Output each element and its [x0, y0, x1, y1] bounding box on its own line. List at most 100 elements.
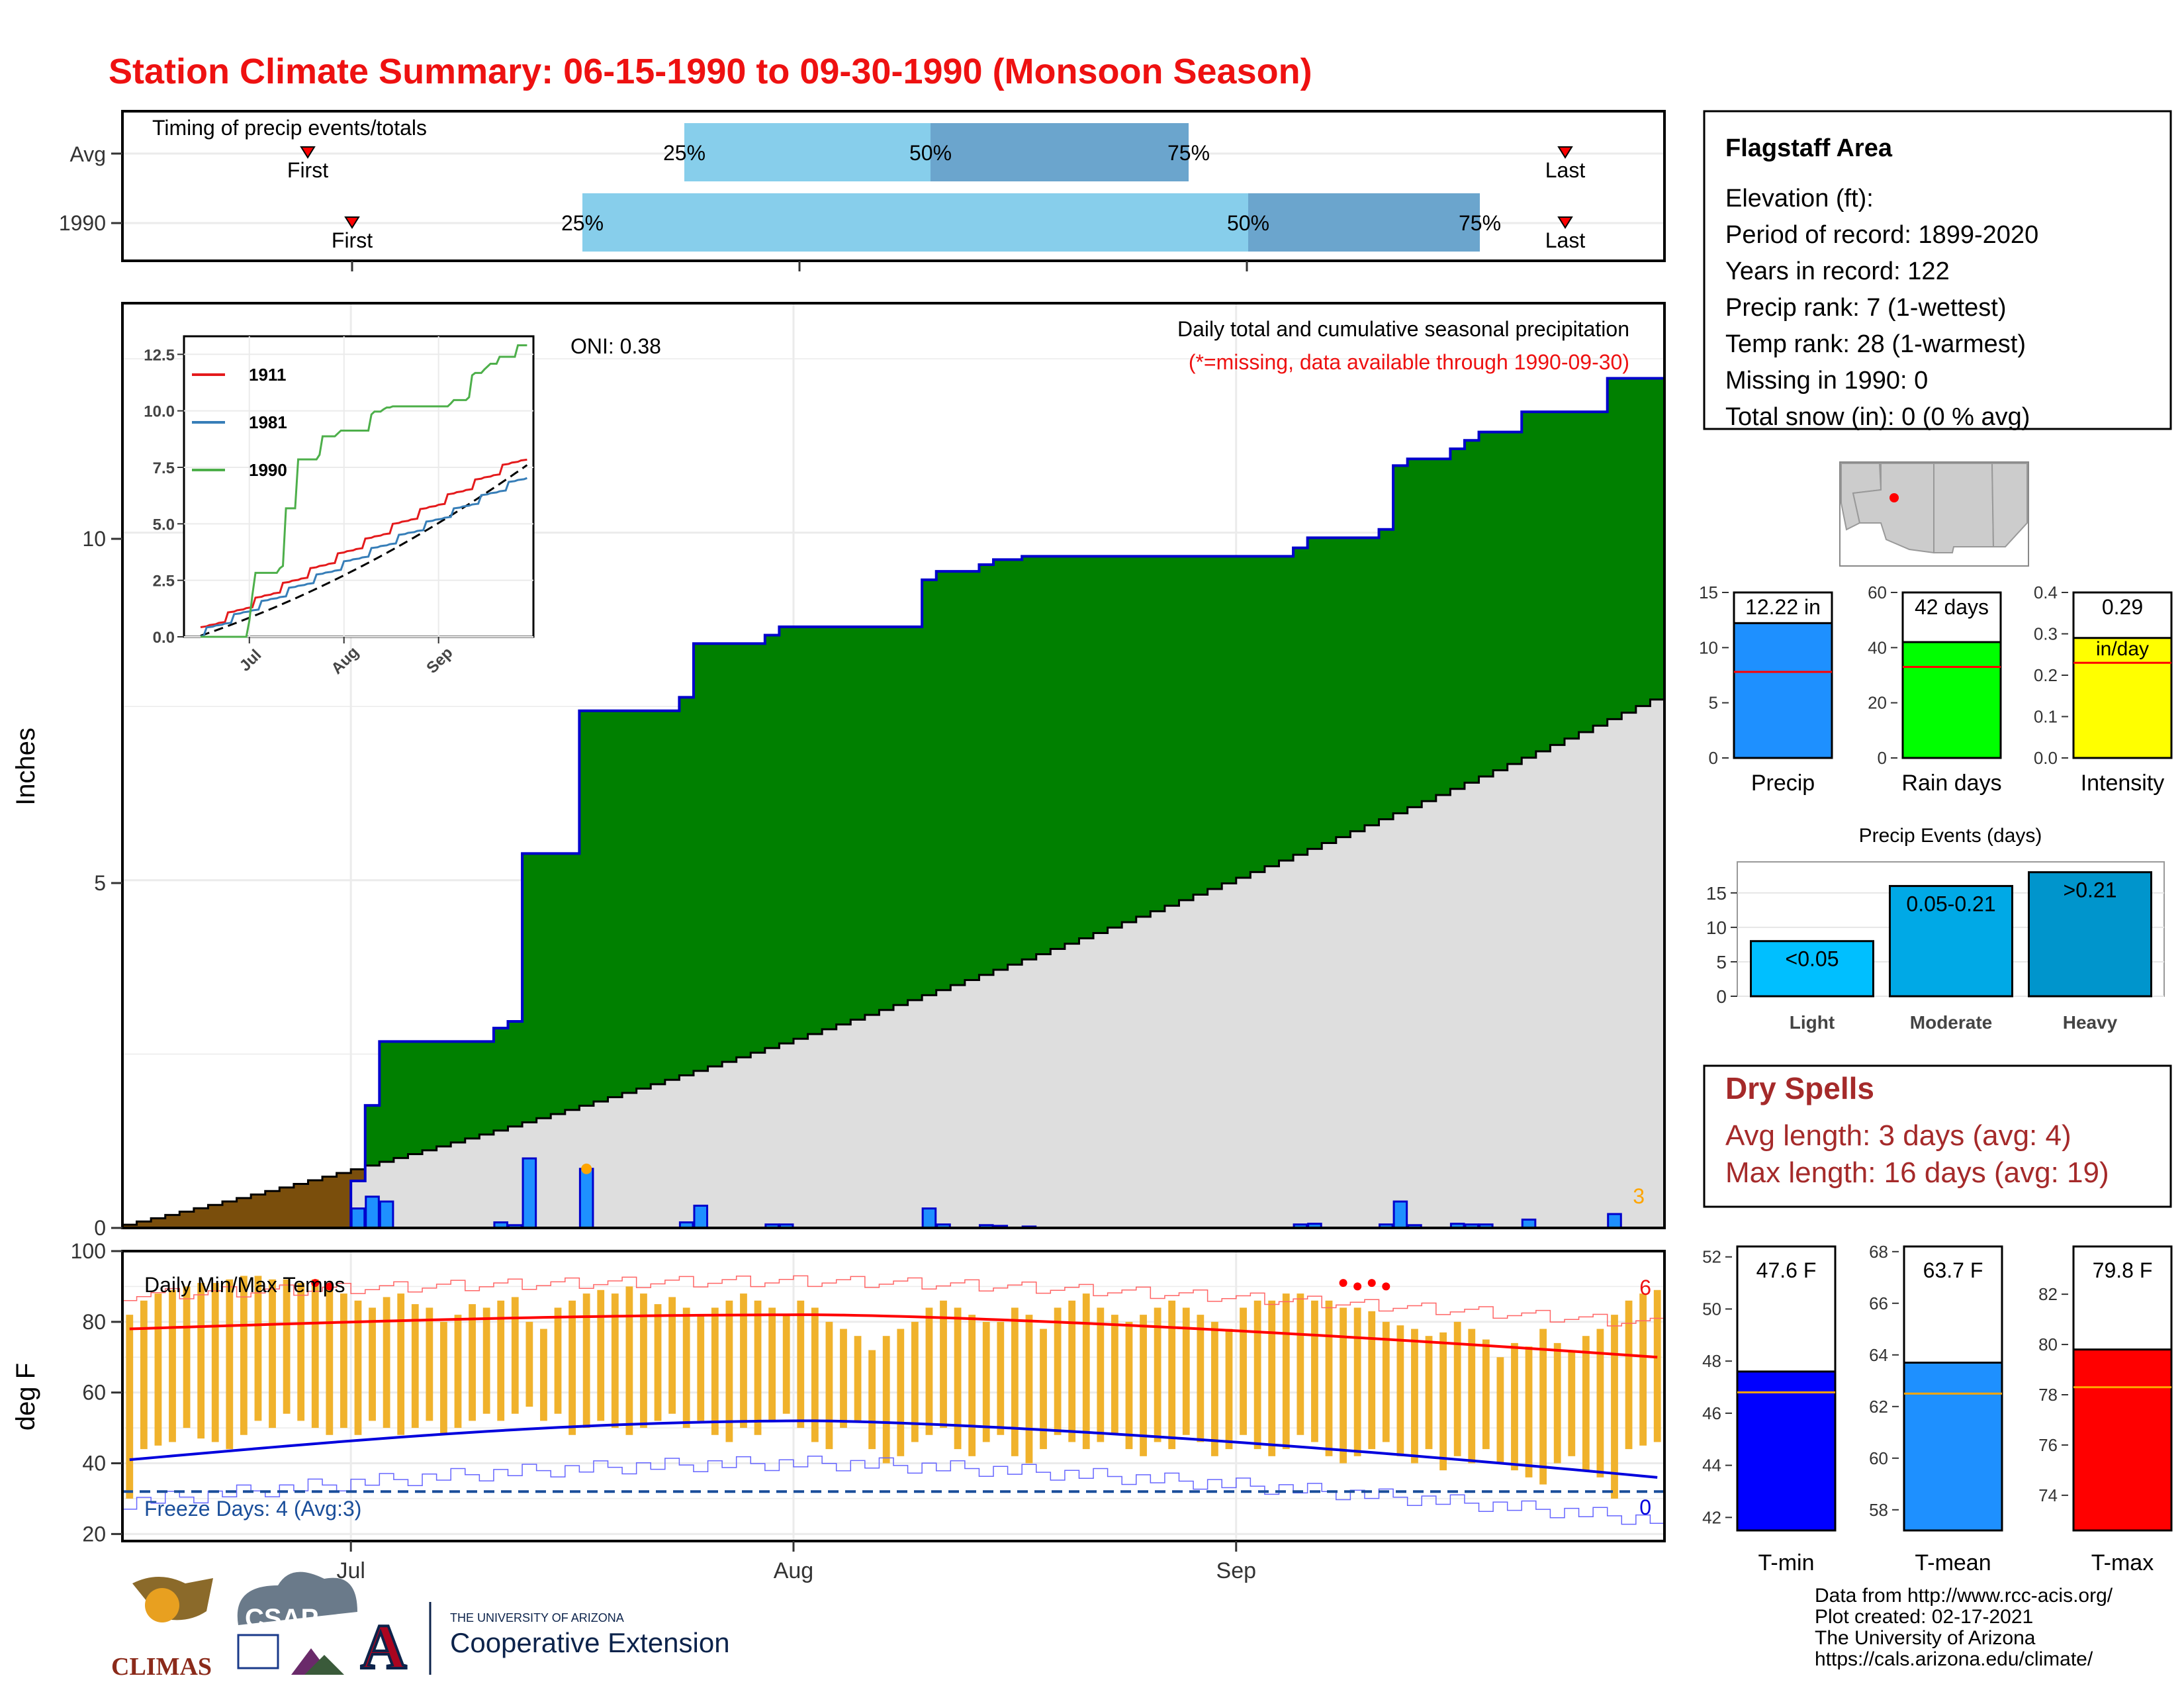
temp-ytick-label: 20 [82, 1522, 106, 1546]
university-of-arizona-logo: A THE UNIVERSITY OF ARIZONA Cooperative … [359, 1602, 730, 1683]
inset-ytick-label: 5.0 [153, 516, 175, 534]
daily-precip-bar [693, 1204, 709, 1229]
daily-temp-range-bar [269, 1279, 276, 1429]
station-line-1: Period of record: 1899-2020 [1725, 221, 2038, 249]
daily-temp-range-bar [1482, 1339, 1490, 1450]
csap-logo: CSAP [237, 1571, 357, 1675]
summary-ytick-label: 0 [1709, 748, 1718, 768]
daily-temp-range-bar [1525, 1346, 1533, 1477]
precip-ytick-5: 5 [94, 871, 106, 895]
yr-first-label: First [332, 228, 373, 252]
daily-temp-range-bar [1396, 1325, 1404, 1456]
precip-note: Daily total and cumulative seasonal prec… [1177, 317, 1629, 341]
average-min-temp-line [129, 1419, 1658, 1479]
daily-temp-range-bar [1082, 1293, 1090, 1450]
daily-temp-range-bar [1268, 1300, 1276, 1456]
daily-temp-range-bar [369, 1307, 376, 1421]
events-bar-label: >0.21 [2064, 878, 2117, 902]
daily-temp-range-bar [1425, 1336, 1433, 1450]
daily-temp-range-bar [740, 1293, 747, 1429]
daily-temp-range-bar [311, 1279, 319, 1429]
inset-ytick-label: 2.5 [153, 573, 175, 590]
tempbar-ytick-label: 68 [1869, 1242, 1888, 1262]
tempbar-T-max [2072, 1348, 2173, 1532]
tempbar-value-label: 79.8 F [2093, 1258, 2153, 1282]
station-line-6: Total snow (in): 0 (0 % avg) [1725, 403, 2030, 431]
avg-q25: 25% [663, 141, 705, 165]
temp-ytick-label: 80 [82, 1310, 106, 1334]
summary-bar-Intensity [2072, 637, 2173, 759]
inset-ytick-label: 12.5 [144, 346, 175, 364]
daily-temp-range-bar [882, 1336, 890, 1464]
daily-precip-bar [1607, 1213, 1622, 1229]
daily-temp-range-bar [569, 1300, 576, 1435]
tempbar-ytick-label: 42 [1702, 1507, 1721, 1527]
dry-avg-length: Avg length: 3 days (avg: 4) [1725, 1119, 2071, 1152]
tempbar-T-mean [1903, 1362, 2003, 1532]
events-category-label: Moderate [1910, 1012, 1992, 1033]
credit-line-1: Plot created: 02-17-2021 [1815, 1606, 2033, 1628]
inset-series-line-1911 [200, 458, 527, 628]
daily-temp-range-bar [1282, 1293, 1290, 1450]
record-high-marker [1353, 1282, 1362, 1291]
tempbar-ytick-label: 48 [1702, 1351, 1721, 1371]
summary-ytick-label: 0.0 [2034, 748, 2058, 768]
tempbar-category-label: T-mean [1915, 1550, 1991, 1575]
events-bar-label: <0.05 [1786, 947, 1839, 971]
yr-q25: 25% [561, 211, 604, 235]
tempbar-category-label: T-min [1758, 1550, 1815, 1575]
tempbar-ytick-label: 66 [1869, 1293, 1888, 1313]
tempbar-value-label: 47.6 F [1756, 1258, 1817, 1282]
daily-temp-range-bar [782, 1315, 790, 1414]
daily-temp-range-bar [797, 1300, 805, 1429]
tempbar-ytick-label: 46 [1702, 1403, 1721, 1423]
daily-precip-bar [522, 1157, 537, 1229]
temp-ytick-label: 100 [71, 1239, 106, 1263]
daily-temp-range-bar [1639, 1293, 1647, 1446]
daily-temp-range-bar [1411, 1329, 1418, 1464]
avg-first-marker [300, 146, 316, 159]
station-line-4: Temp rank: 28 (1-warmest) [1725, 330, 2026, 358]
dry-title: Dry Spells [1725, 1071, 1874, 1105]
daily-temp-range-bar [1111, 1315, 1118, 1435]
summary-value-label: 12.22 in [1745, 595, 1821, 619]
daily-temp-range-bar [140, 1300, 148, 1450]
avg-last-marker [1557, 146, 1573, 159]
daily-precip-bar [1392, 1200, 1408, 1229]
daily-temp-range-bar [440, 1321, 447, 1435]
daily-temp-range-bar [240, 1276, 248, 1435]
inset-ytick-label: 0.0 [153, 629, 175, 647]
summary-ytick-label: 5 [1709, 693, 1718, 713]
daily-temp-range-bar [1140, 1315, 1147, 1456]
daily-temp-range-bar [126, 1315, 134, 1499]
daily-temp-range-bar [997, 1321, 1005, 1435]
daily-temp-range-bar [497, 1300, 505, 1421]
daily-temp-range-bar [840, 1329, 847, 1429]
daily-temp-range-bar [668, 1297, 676, 1414]
inset-average-line [200, 464, 528, 637]
temp-label: Daily Min/Max Temps [144, 1273, 345, 1297]
daily-precip-bar [350, 1207, 366, 1229]
x-axis-tick-label: Sep [1216, 1558, 1257, 1583]
daily-temp-range-bar [1340, 1307, 1347, 1464]
daily-temp-range-bar [1439, 1332, 1447, 1471]
daily-temp-range-bar [625, 1286, 633, 1435]
events-title: Precip Events (days) [1859, 825, 2042, 847]
hot-count: 6 [1639, 1276, 1651, 1299]
precip-missing-note: (*=missing, data available through 1990-… [1189, 350, 1629, 374]
daily-temp-range-bar [1625, 1300, 1633, 1450]
daily-temp-range-bar [911, 1321, 919, 1442]
daily-temp-range-bar [1468, 1329, 1476, 1464]
daily-temp-range-bar [454, 1315, 462, 1429]
temp-ytick-label: 40 [82, 1451, 106, 1475]
precip-ylabel: Inches [11, 727, 40, 806]
cold-count: 0 [1639, 1495, 1651, 1519]
precip-ytick-0: 0 [94, 1216, 106, 1240]
tempbar-ytick-label: 60 [1869, 1448, 1888, 1468]
avg-q50: 50% [909, 141, 952, 165]
events-ytick-label: 15 [1706, 883, 1727, 904]
tempbar-ytick-label: 74 [2038, 1485, 2058, 1505]
temp-ylabel: deg F [11, 1363, 40, 1430]
daily-temp-range-bar [854, 1336, 862, 1421]
events-bar-Moderate [1889, 884, 2013, 998]
